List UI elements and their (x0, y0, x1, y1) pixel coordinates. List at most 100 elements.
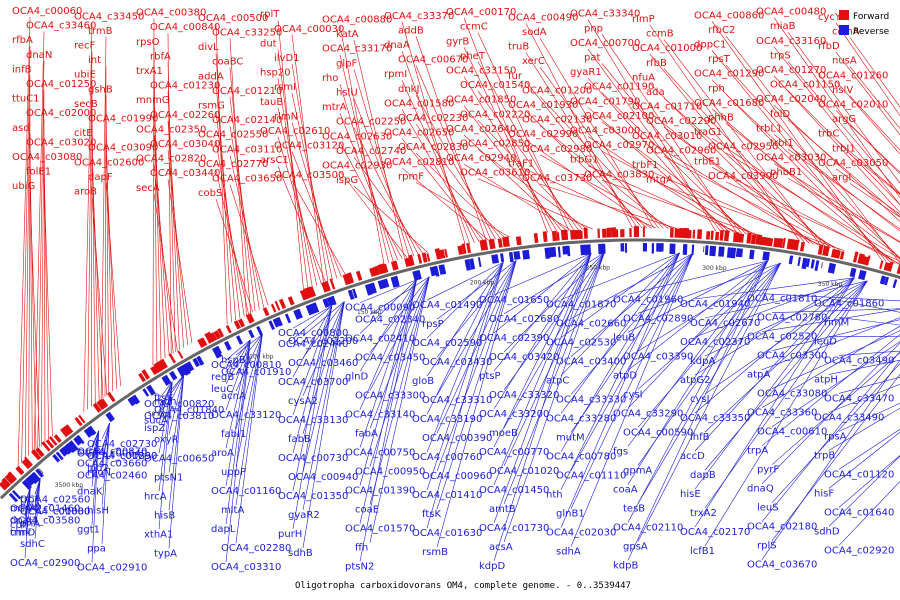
forward-leader-line (849, 183, 900, 218)
reverse-gene-label: OCA4_c01800 (20, 506, 90, 517)
reverse-leader-line (292, 305, 333, 453)
forward-gene (620, 229, 625, 238)
reverse-gene-label: dnaJ1 (10, 516, 38, 527)
forward-leader-line (711, 79, 891, 263)
forward-gene-label: tauB (260, 97, 283, 108)
reverse-gene-label: OCA4_c00820 (144, 399, 214, 410)
reverse-leader-line (761, 334, 900, 446)
reverse-gene-label: kdpB (613, 560, 638, 571)
reverse-gene (394, 275, 400, 285)
forward-gene-label: mtgA (646, 175, 673, 186)
forward-leader-line (539, 96, 664, 229)
reverse-gene-label: trpA (747, 446, 768, 457)
forward-gene (692, 229, 696, 239)
forward-gene (150, 364, 160, 375)
forward-gene-label: mnmG (136, 95, 170, 106)
reverse-leader-line (493, 253, 592, 372)
forward-gene-label: phbB1 (770, 167, 802, 178)
forward-leader-line (601, 92, 747, 235)
reverse-gene-label: OCA4_c33490 (814, 412, 884, 423)
reverse-gene-label: purH (278, 529, 302, 540)
forward-gene-label: OCA4_c03030 (756, 153, 826, 164)
reverse-leader-line (292, 305, 333, 377)
reverse-gene-label: cysI (623, 389, 643, 400)
forward-leader-line (711, 21, 882, 260)
forward-gene-label: argG (832, 114, 856, 125)
forward-leader-line (663, 185, 845, 251)
forward-leader-line (725, 64, 900, 260)
reverse-gene-label: OCA4_c01870 (546, 300, 616, 311)
forward-gene-label: trbE1 (694, 156, 721, 167)
reverse-gene (691, 244, 695, 256)
forward-gene (719, 230, 724, 241)
reverse-leader-line (225, 339, 251, 563)
forward-gene (839, 251, 845, 260)
reverse-gene-label: trmD (10, 528, 36, 539)
forward-gene-label: citE (74, 128, 93, 139)
reverse-gene (718, 246, 725, 257)
forward-gene (629, 228, 632, 238)
forward-gene-label: rsmI (274, 82, 296, 93)
reverse-gene (73, 435, 83, 446)
scale-tick (820, 262, 824, 269)
forward-gene-label: xerC (522, 56, 545, 67)
reverse-gene-label: ispZ (144, 423, 165, 434)
reverse-gene (62, 443, 74, 455)
reverse-gene (272, 317, 281, 328)
forward-gene (853, 251, 859, 263)
forward-gene (551, 230, 558, 242)
reverse-gene (146, 384, 156, 396)
reverse-gene-label: OCA4_c00390 (422, 433, 492, 444)
forward-leader-line (229, 155, 264, 308)
forward-leader-line (463, 47, 553, 233)
reverse-gene (709, 245, 717, 257)
forward-gene-label: OCA4_c02830 (398, 142, 468, 153)
reverse-leader-line (158, 381, 173, 454)
reverse-gene (12, 490, 22, 500)
forward-leader-line (601, 121, 752, 235)
reverse-gene-label: OCA4_c03700 (278, 377, 348, 388)
reverse-gene-label: hisA (20, 501, 41, 512)
reverse-leader-line (627, 260, 768, 561)
forward-gene-label: nfuA (632, 72, 655, 83)
reverse-gene-label: kdpA (690, 356, 715, 367)
reverse-leader-line (359, 279, 417, 372)
forward-gene-label: gyaR1 (570, 67, 602, 78)
forward-gene-label: trbG1 (570, 155, 599, 166)
forward-leader-line (339, 142, 403, 259)
reverse-gene (248, 329, 255, 339)
forward-leader-line (353, 185, 428, 253)
reverse-leader-line (828, 455, 900, 527)
reverse-leader-line (637, 262, 781, 428)
reverse-gene (884, 276, 889, 286)
forward-leader-line (849, 37, 900, 108)
forward-gene (611, 227, 617, 238)
forward-gene (74, 416, 83, 427)
forward-gene (1, 477, 11, 488)
forward-leader-line (24, 75, 31, 460)
forward-gene-label: OCA4_c33250 (212, 28, 282, 39)
forward-gene-label: OCA4_c01680 (694, 98, 764, 109)
forward-gene-label: OCA4_c02260 (150, 110, 220, 121)
forward-gene (48, 436, 58, 446)
forward-leader-line (463, 105, 563, 232)
reverse-leader-line (570, 253, 694, 509)
forward-gene-label: asd (12, 123, 30, 134)
forward-leader-line (41, 89, 45, 446)
forward-gene-label: gshB (88, 84, 113, 95)
reverse-leader-line (694, 277, 855, 338)
reverse-gene-label: sdhD (814, 526, 840, 537)
forward-gene-label: OCA4_c02230 (398, 113, 468, 124)
reverse-gene-label: OCA4_c01840 (154, 405, 224, 416)
forward-leader-line (291, 151, 342, 278)
reverse-gene-label: ihfB (690, 432, 710, 443)
reverse-gene (364, 283, 373, 296)
forward-leader-line (91, 168, 104, 399)
reverse-gene-label: OCA4_c02530 (546, 338, 616, 349)
forward-gene-label: OCA4_c03120 (274, 141, 344, 152)
reverse-gene-label: sdhA (556, 547, 581, 558)
reverse-gene (500, 253, 505, 263)
forward-leader-line (215, 199, 254, 313)
reverse-leader-line (91, 430, 100, 563)
reverse-gene-label: OCA4_c03460 (288, 358, 358, 369)
